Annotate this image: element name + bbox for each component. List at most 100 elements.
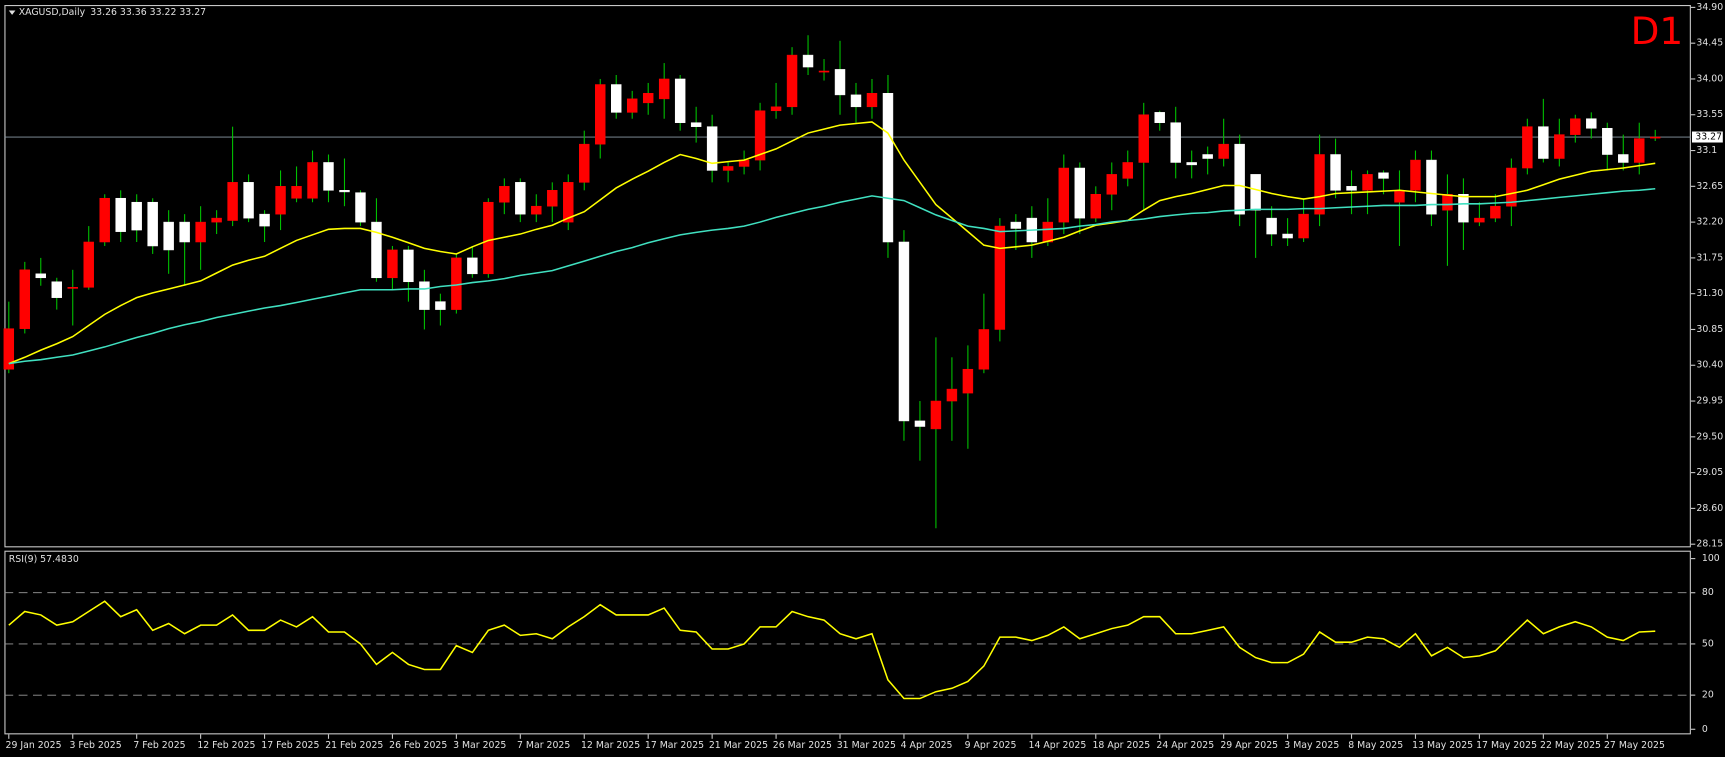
candle-body [1346, 186, 1357, 191]
candle-body [115, 197, 126, 232]
candle-body [962, 368, 974, 394]
candle-body [227, 182, 238, 221]
candle-body [323, 162, 334, 191]
x-tick-label: 21 Mar 2025 [709, 740, 768, 751]
candle-body [1442, 194, 1453, 211]
candle-body [1650, 136, 1661, 139]
candle-body [179, 221, 190, 243]
candle-body [1586, 118, 1597, 129]
candle-body [1298, 213, 1309, 239]
candle-body [1506, 167, 1517, 207]
candle-body [690, 122, 702, 127]
y-tick-label: 30.85 [1696, 324, 1723, 335]
candle-body [195, 221, 206, 243]
candle-body [978, 329, 990, 370]
candle-body [291, 186, 302, 199]
y-tick-label: 34.00 [1696, 73, 1723, 84]
candle-body [1490, 205, 1501, 219]
x-tick-label: 17 Feb 2025 [261, 740, 319, 751]
chart-title: XAGUSD,Daily [19, 7, 86, 18]
y-tick-label: 34.45 [1696, 38, 1723, 49]
candle-body [642, 93, 654, 104]
x-tick-label: 24 Apr 2025 [1156, 740, 1214, 751]
y-tick-label: 100 [1702, 553, 1720, 564]
candle-body [387, 249, 398, 279]
y-tick-label: 32.65 [1696, 181, 1723, 192]
candle-body [515, 182, 526, 215]
candle-body [882, 93, 894, 243]
candle-body [1138, 114, 1149, 163]
y-tick-label: 28.60 [1696, 503, 1723, 514]
candle-body [419, 281, 430, 310]
candle-body [914, 420, 926, 427]
candle-body [706, 126, 718, 171]
y-tick-label: 33.1 [1696, 145, 1717, 156]
candle-body [579, 143, 590, 183]
x-tick-label: 7 Mar 2025 [517, 740, 570, 751]
candle-body [1122, 162, 1133, 179]
y-tick-label: 28.15 [1696, 539, 1723, 550]
rsi-title: RSI(9) 57.4830 [9, 554, 79, 565]
rsi-line [8, 600, 1656, 700]
candle-body [1218, 143, 1229, 159]
x-tick-label: 18 Apr 2025 [1092, 740, 1150, 751]
candle-body [1394, 190, 1405, 203]
x-tick-label: 13 May 2025 [1412, 740, 1473, 751]
candle-body [866, 93, 878, 108]
candle-body [275, 186, 286, 215]
y-tick-label: 32.20 [1696, 217, 1723, 228]
candle-body [243, 182, 254, 219]
candle-body [786, 54, 798, 108]
candle-body [563, 182, 574, 223]
candle-body [1042, 221, 1054, 243]
y-tick-label: 50 [1702, 638, 1714, 649]
candle-body [483, 201, 494, 275]
candle-body [770, 106, 782, 112]
candle-body [147, 201, 158, 247]
candle-body [403, 249, 414, 283]
x-tick-label: 17 May 2025 [1476, 740, 1537, 751]
x-tick-label: 12 Mar 2025 [581, 740, 640, 751]
candle-body [1378, 172, 1389, 179]
candle-body [1602, 127, 1613, 155]
candle-body [674, 78, 686, 123]
candle-body [163, 221, 174, 251]
candle-body [818, 70, 830, 73]
candle-body [1282, 233, 1293, 239]
candle-body [1458, 194, 1469, 223]
x-tick-label: 27 May 2025 [1604, 740, 1665, 751]
candle-body [610, 84, 622, 113]
candle-body [1074, 167, 1086, 219]
candle-body [1106, 174, 1117, 195]
candle-body [1154, 112, 1165, 123]
candle-body [19, 269, 31, 329]
candle-body [35, 273, 46, 279]
candle-body [3, 328, 15, 370]
menu-triangle [8, 10, 16, 15]
candle-body [1234, 143, 1245, 215]
x-tick-label: 12 Feb 2025 [197, 740, 255, 751]
candle-body [946, 388, 958, 402]
y-tick-label: 80 [1702, 587, 1714, 598]
x-tick-label: 29 Jan 2025 [6, 740, 62, 751]
candle-body [722, 166, 734, 171]
candle-body [1202, 154, 1213, 159]
candle-body [547, 190, 558, 207]
y-tick-label: 31.30 [1696, 288, 1723, 299]
candle-body [1474, 217, 1485, 223]
candle-body [1538, 126, 1549, 159]
candle-body [307, 162, 318, 199]
x-tick-label: 8 May 2025 [1348, 740, 1403, 751]
price-panel [4, 5, 1691, 548]
candle-body [1618, 154, 1629, 163]
y-tick-label: 29.50 [1696, 431, 1723, 442]
y-tick-label: 30.40 [1696, 360, 1723, 371]
candle-body [834, 69, 846, 96]
candle-body [435, 301, 446, 310]
candle-body [1170, 122, 1181, 163]
moving-average [8, 121, 1656, 365]
candle-body [1330, 154, 1341, 191]
